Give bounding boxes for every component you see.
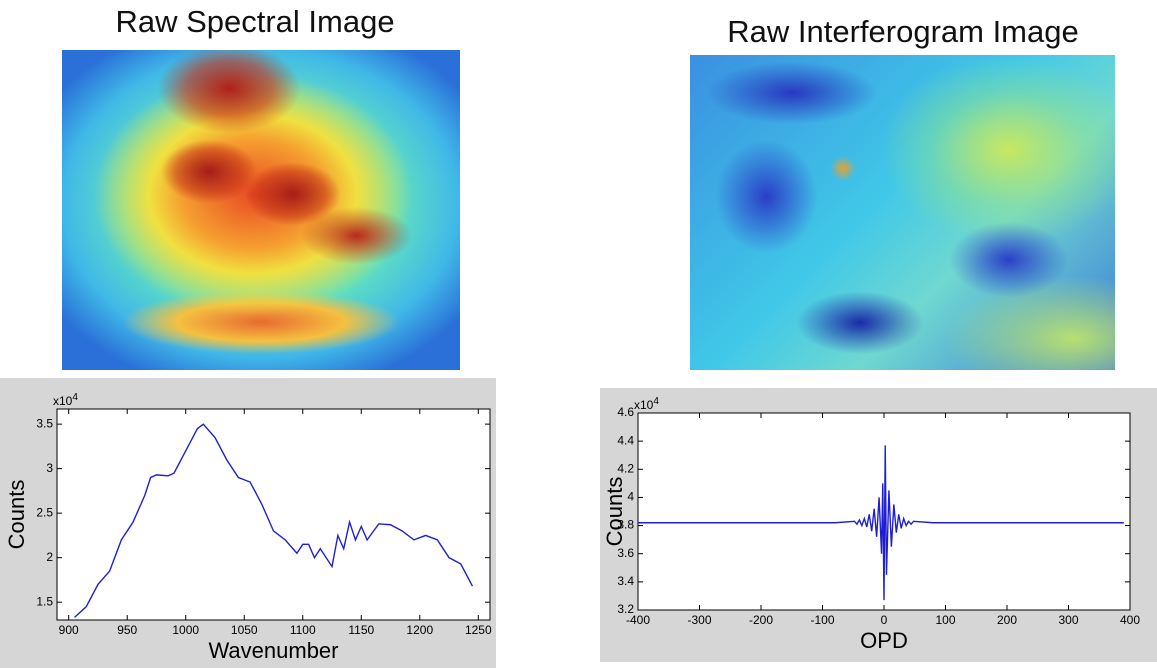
x-tick-label: -200 — [749, 613, 773, 627]
y-tick-label: 2 — [46, 550, 53, 564]
x-tick-label: 950 — [117, 623, 137, 637]
plot-area — [56, 408, 491, 621]
spectral-image — [62, 50, 460, 370]
x-tick-label: 1050 — [231, 623, 258, 637]
x-tick-label: 0 — [881, 613, 888, 627]
x-tick-label: -400 — [626, 613, 650, 627]
y-multiplier: x104 — [634, 396, 659, 413]
image-title: Raw Interferogram Image — [727, 14, 1079, 49]
x-axis-label: OPD — [860, 628, 908, 653]
x-tick-label: 100 — [935, 613, 955, 627]
y-tick-label: 4.6 — [617, 405, 634, 419]
y-tick-label: 3.4 — [617, 574, 634, 588]
y-tick-label: 1.5 — [36, 594, 53, 608]
y-axis-label: Counts — [602, 477, 627, 547]
x-tick-label: -100 — [810, 613, 834, 627]
x-axis-label: Wavenumber — [208, 638, 338, 663]
image-title: Raw Spectral Image — [115, 4, 395, 39]
y-tick-label: 3 — [46, 461, 53, 475]
x-tick-label: 1000 — [172, 623, 199, 637]
x-tick-label: 1100 — [290, 623, 316, 637]
y-tick-label: 3.6 — [617, 546, 634, 560]
y-tick-label: 4.4 — [617, 433, 634, 447]
x-tick-label: 1150 — [348, 623, 374, 637]
x-tick-label: 1200 — [406, 623, 433, 637]
x-tick-label: 200 — [997, 613, 1017, 627]
multiplier-base: x10 — [53, 394, 73, 408]
x-tick-label: 900 — [59, 623, 79, 637]
interferogram-image — [690, 55, 1115, 370]
y-multiplier: x104 — [53, 392, 78, 409]
x-tick-label: -300 — [687, 613, 711, 627]
y-tick-label: 3.8 — [617, 518, 634, 532]
data-line — [638, 445, 1124, 601]
x-tick-label: 1250 — [465, 623, 492, 637]
multiplier-exponent: 4 — [653, 396, 659, 407]
y-axis-label: Counts — [4, 480, 29, 550]
y-tick-label: 4 — [627, 490, 634, 504]
x-tick-label: 400 — [1120, 613, 1140, 627]
data-line — [74, 423, 474, 618]
y-tick-label: 2.5 — [36, 505, 53, 519]
x-tick-label: 300 — [1058, 613, 1078, 627]
y-tick-label: 3.5 — [36, 416, 53, 430]
multiplier-exponent: 4 — [72, 392, 78, 403]
y-tick-label: 4.2 — [617, 461, 634, 475]
multiplier-base: x10 — [634, 398, 654, 412]
y-tick-label: 3.2 — [617, 602, 634, 616]
